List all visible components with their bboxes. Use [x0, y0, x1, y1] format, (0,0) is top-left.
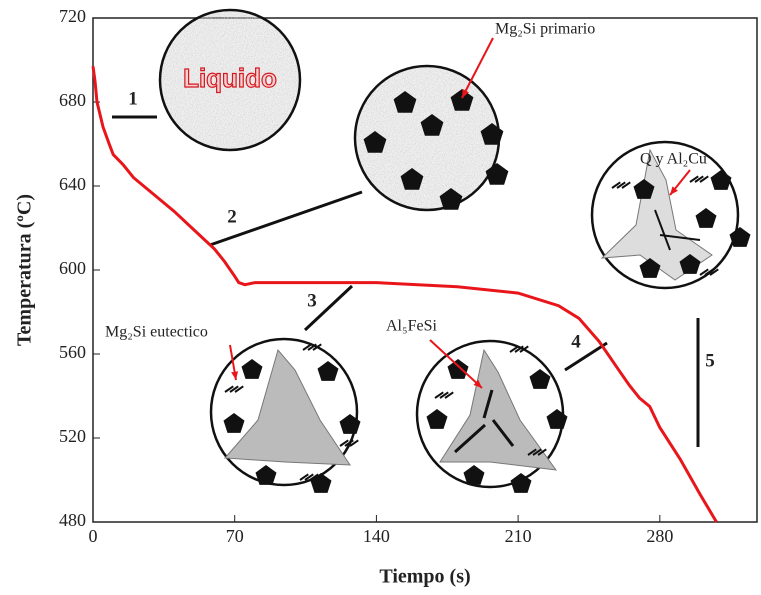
annotation: 5 — [705, 350, 715, 371]
x-tick-label: 210 — [505, 526, 532, 546]
annotation: Al₅FeSi — [386, 318, 437, 335]
y-tick-label: 600 — [59, 258, 86, 278]
annotation: Liquido — [183, 63, 277, 93]
annotation: 2 — [227, 206, 237, 227]
annotation: Mg₂Si primario — [495, 21, 595, 38]
x-tick-label: 70 — [226, 526, 244, 546]
y-axis-label: Temperatura (ºC) — [14, 194, 36, 346]
annotation: 3 — [307, 290, 317, 311]
x-tick-label: 280 — [646, 526, 673, 546]
annotation: Mg₂Si eutectico — [105, 324, 208, 341]
y-tick-label: 520 — [59, 426, 86, 446]
x-tick-label: 0 — [89, 526, 98, 546]
y-tick-label: 720 — [59, 6, 86, 26]
annotation: 1 — [128, 88, 138, 109]
y-tick-label: 680 — [59, 90, 86, 110]
annotation: 4 — [571, 331, 581, 352]
annotation: Q y Al₂Cu — [640, 151, 707, 168]
chart: Tiempo (s) Temperatura (ºC) 0 70 140 210 280… — [0, 0, 761, 595]
y-tick-label: 480 — [59, 510, 86, 530]
x-tick-label: 140 — [363, 526, 390, 546]
x-axis-label: Tiempo (s) — [379, 566, 470, 588]
y-tick-label: 640 — [59, 174, 86, 194]
y-tick-label: 560 — [59, 342, 86, 362]
